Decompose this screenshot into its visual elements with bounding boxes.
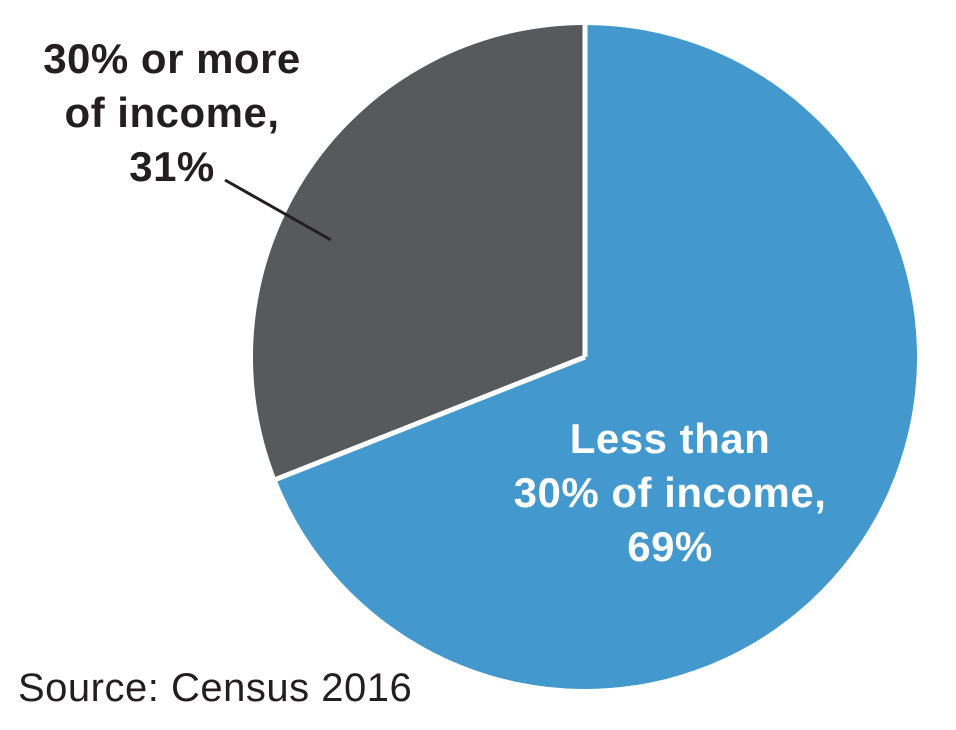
callout-label-gray-slice: 30% or more of income, 31% [43,35,301,190]
pie-slice-30-or-more [252,25,585,480]
slice-separator-line [275,354,586,482]
pie-slice-less-than-30 [276,25,917,689]
callout-label-blue-slice: Less than 30% of income, 69% [513,415,827,570]
callout-leader-line [224,178,332,242]
source-note: Source: Census 2016 [18,666,413,710]
